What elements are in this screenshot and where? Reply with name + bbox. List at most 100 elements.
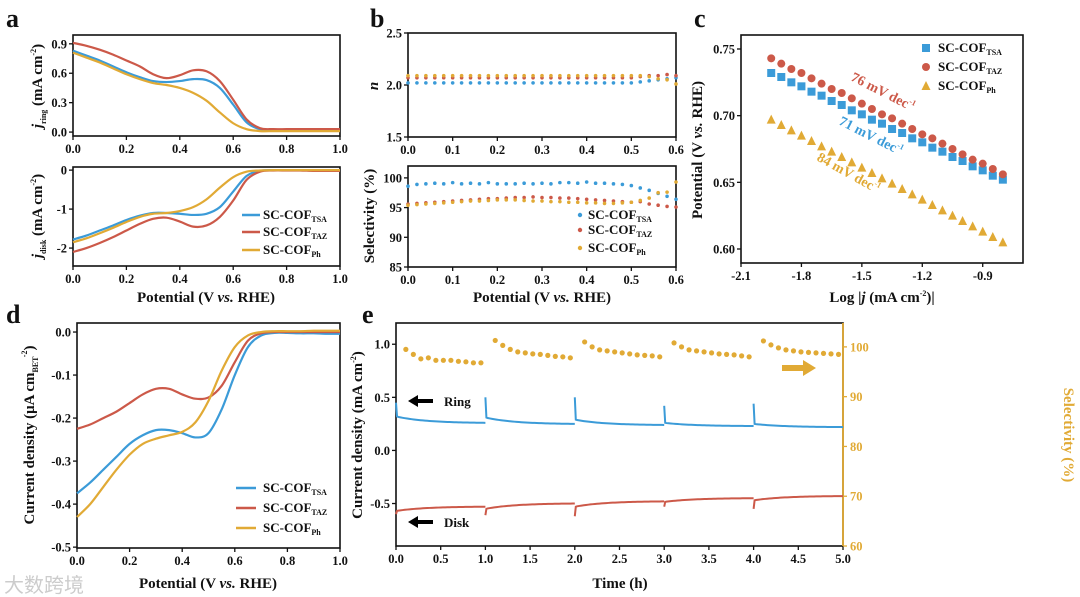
b_n-series-ph-point xyxy=(495,73,500,78)
b_n-series-ph-point xyxy=(531,73,535,78)
b-n-ylabel: n xyxy=(366,82,382,90)
b_sel-series-ph-point xyxy=(656,190,660,195)
c_tafel-series-ph-point xyxy=(968,221,978,231)
b_sel-series-tsa-point xyxy=(450,180,455,185)
b_sel-series-ph-point xyxy=(468,199,473,203)
b_n-series-taz-point xyxy=(656,73,660,78)
b_n-series-ph-point xyxy=(558,73,562,78)
e-selectivity-point xyxy=(567,355,573,361)
e-disk-arrowhead-icon xyxy=(408,516,418,528)
c_tafel-series-ph-point xyxy=(877,173,887,183)
e-selectivity-point xyxy=(500,342,506,348)
b_sel-xtick-label: 0.4 xyxy=(579,273,595,287)
c_tafel-series-tsa-point xyxy=(867,115,876,124)
b_sel-series-tsa-point xyxy=(477,182,482,186)
d_bet-ytick-label: -0.1 xyxy=(51,369,71,383)
e-ring-current-segment xyxy=(484,397,575,425)
e-selectivity-arrowhead-icon xyxy=(803,360,816,376)
d_bet-series-taz-line xyxy=(76,330,340,430)
e-selectivity-point xyxy=(678,344,685,350)
b_n-series-ph-point xyxy=(674,82,678,86)
c_tafel-series-tsa-point xyxy=(837,101,846,109)
b_n-series-ph-point xyxy=(477,73,482,78)
b_sel-series-ph-point xyxy=(629,200,634,205)
b_sel-series-ph-point xyxy=(433,201,437,206)
e-selectivity-point xyxy=(470,360,477,366)
legend-c-taz: SC-COFTAZ xyxy=(938,59,1002,76)
b_n-series-tsa-point xyxy=(593,81,598,85)
b_sel-series-tsa-point xyxy=(647,188,651,193)
a_disk-xtick-label: 1.0 xyxy=(332,272,348,286)
b_sel-series-ph-point xyxy=(647,196,651,200)
b_sel-axes: 0.0 0.1 0.2 0.3 0.4 0.5 0.6 85 90 95 100 xyxy=(383,165,684,287)
c_tafel-series-taz-point xyxy=(797,69,806,77)
b_sel-series-tsa-point xyxy=(406,184,410,188)
d_bet-ytick-label: -0.3 xyxy=(51,455,71,469)
e-selectivity-point xyxy=(522,350,528,356)
b_n-series-ph-point xyxy=(656,76,660,81)
b_sel-series-ph-point xyxy=(575,200,580,205)
b_n-series-tsa-point xyxy=(495,81,500,85)
a_ring-xtick-label: 0.0 xyxy=(65,142,81,156)
c_tafel-series-tsa-point xyxy=(928,143,937,152)
plot-layer: 0.0 0.2 0.4 0.6 0.8 1.00.00.30.60.90.0 0.2 0.4 0… xyxy=(51,27,1024,568)
b_n-series-tsa-point xyxy=(602,81,607,85)
c_tafel-series-tsa-point xyxy=(847,106,856,115)
e-selectivity-point xyxy=(418,356,424,362)
panel-label-b: b xyxy=(370,4,384,33)
e-selectivity-point xyxy=(597,347,603,353)
e-selectivity-point xyxy=(760,338,767,344)
c_tafel-series-taz-point xyxy=(767,54,776,63)
c_tafel-series-taz-point xyxy=(918,130,927,139)
legend-b-ph: SC-COFPh xyxy=(588,240,646,257)
d-ylabel: Current density (μA cmBET-2) xyxy=(20,346,40,525)
e-selectivity-point xyxy=(552,353,558,359)
legend-b-taz: SC-COFTAZ xyxy=(588,222,652,239)
b_sel-ytick-label: 100 xyxy=(383,171,402,185)
c_tafel-series-tsa-point xyxy=(857,110,866,119)
d_bet-xtick-label: 0.6 xyxy=(227,554,243,568)
e-selectivity-point xyxy=(657,354,663,360)
e-selectivity-point xyxy=(507,346,513,352)
c_tafel-ytick-label: 0.65 xyxy=(713,176,735,190)
a_disk-series-ph-line xyxy=(72,168,340,244)
b_n-series-ph-point xyxy=(486,73,491,78)
e-selectivity-point xyxy=(775,345,782,351)
a_ring-xtick-label: 0.4 xyxy=(172,142,188,156)
c_tafel-xtick-label: -1.8 xyxy=(792,269,812,283)
e-selectivity-point xyxy=(582,339,588,345)
c_tafel-ytick-label: 0.60 xyxy=(713,243,735,257)
b_sel-series-ph-point xyxy=(495,198,500,202)
c_tafel-series-tsa-point xyxy=(878,119,886,128)
e_stability-ytick-label: 1.0 xyxy=(374,338,390,352)
b_n-xtick-label: 0.5 xyxy=(624,143,640,157)
b_sel-series-tsa-point xyxy=(584,180,589,184)
b_sel-ytick-label: 90 xyxy=(390,231,403,245)
c_tafel-series-ph-point xyxy=(817,141,827,151)
b_n-frame xyxy=(407,32,677,138)
b_n-series-tsa-point xyxy=(549,81,553,85)
b_n-series-tsa-point xyxy=(406,81,410,85)
b_sel-xtick-label: 0.3 xyxy=(534,273,550,287)
b_sel-series-taz-point xyxy=(540,195,544,200)
e-y2tick-label: 60 xyxy=(850,540,863,554)
b_sel-series-ph-point xyxy=(424,202,428,206)
c_tafel-series-ph-point xyxy=(807,136,816,145)
a_ring-frame xyxy=(72,34,341,137)
a_disk-frame xyxy=(72,166,341,267)
b_n-series-ph-point xyxy=(450,73,455,78)
e-selectivity-point xyxy=(798,349,804,355)
b_sel-xtick-label: 0.0 xyxy=(400,273,416,287)
c_tafel-xtick-label: -1.5 xyxy=(852,269,872,283)
c_tafel-series-ph-point xyxy=(978,226,988,236)
e-selectivity-point xyxy=(642,352,648,358)
b_n-series-ph-point xyxy=(406,73,410,78)
b_n-series-tsa-point xyxy=(415,81,419,85)
e-selectivity-point xyxy=(686,347,692,353)
e-y2label: Selectivity (%) xyxy=(1060,388,1076,483)
legend-b-swatch-taz xyxy=(577,227,583,233)
b_sel-series-tsa-point xyxy=(504,182,509,186)
c_tafel-series-ph-point xyxy=(897,184,907,193)
e-selectivity-point xyxy=(463,359,469,365)
c_tafel-xtick-label: -0.9 xyxy=(973,269,993,283)
